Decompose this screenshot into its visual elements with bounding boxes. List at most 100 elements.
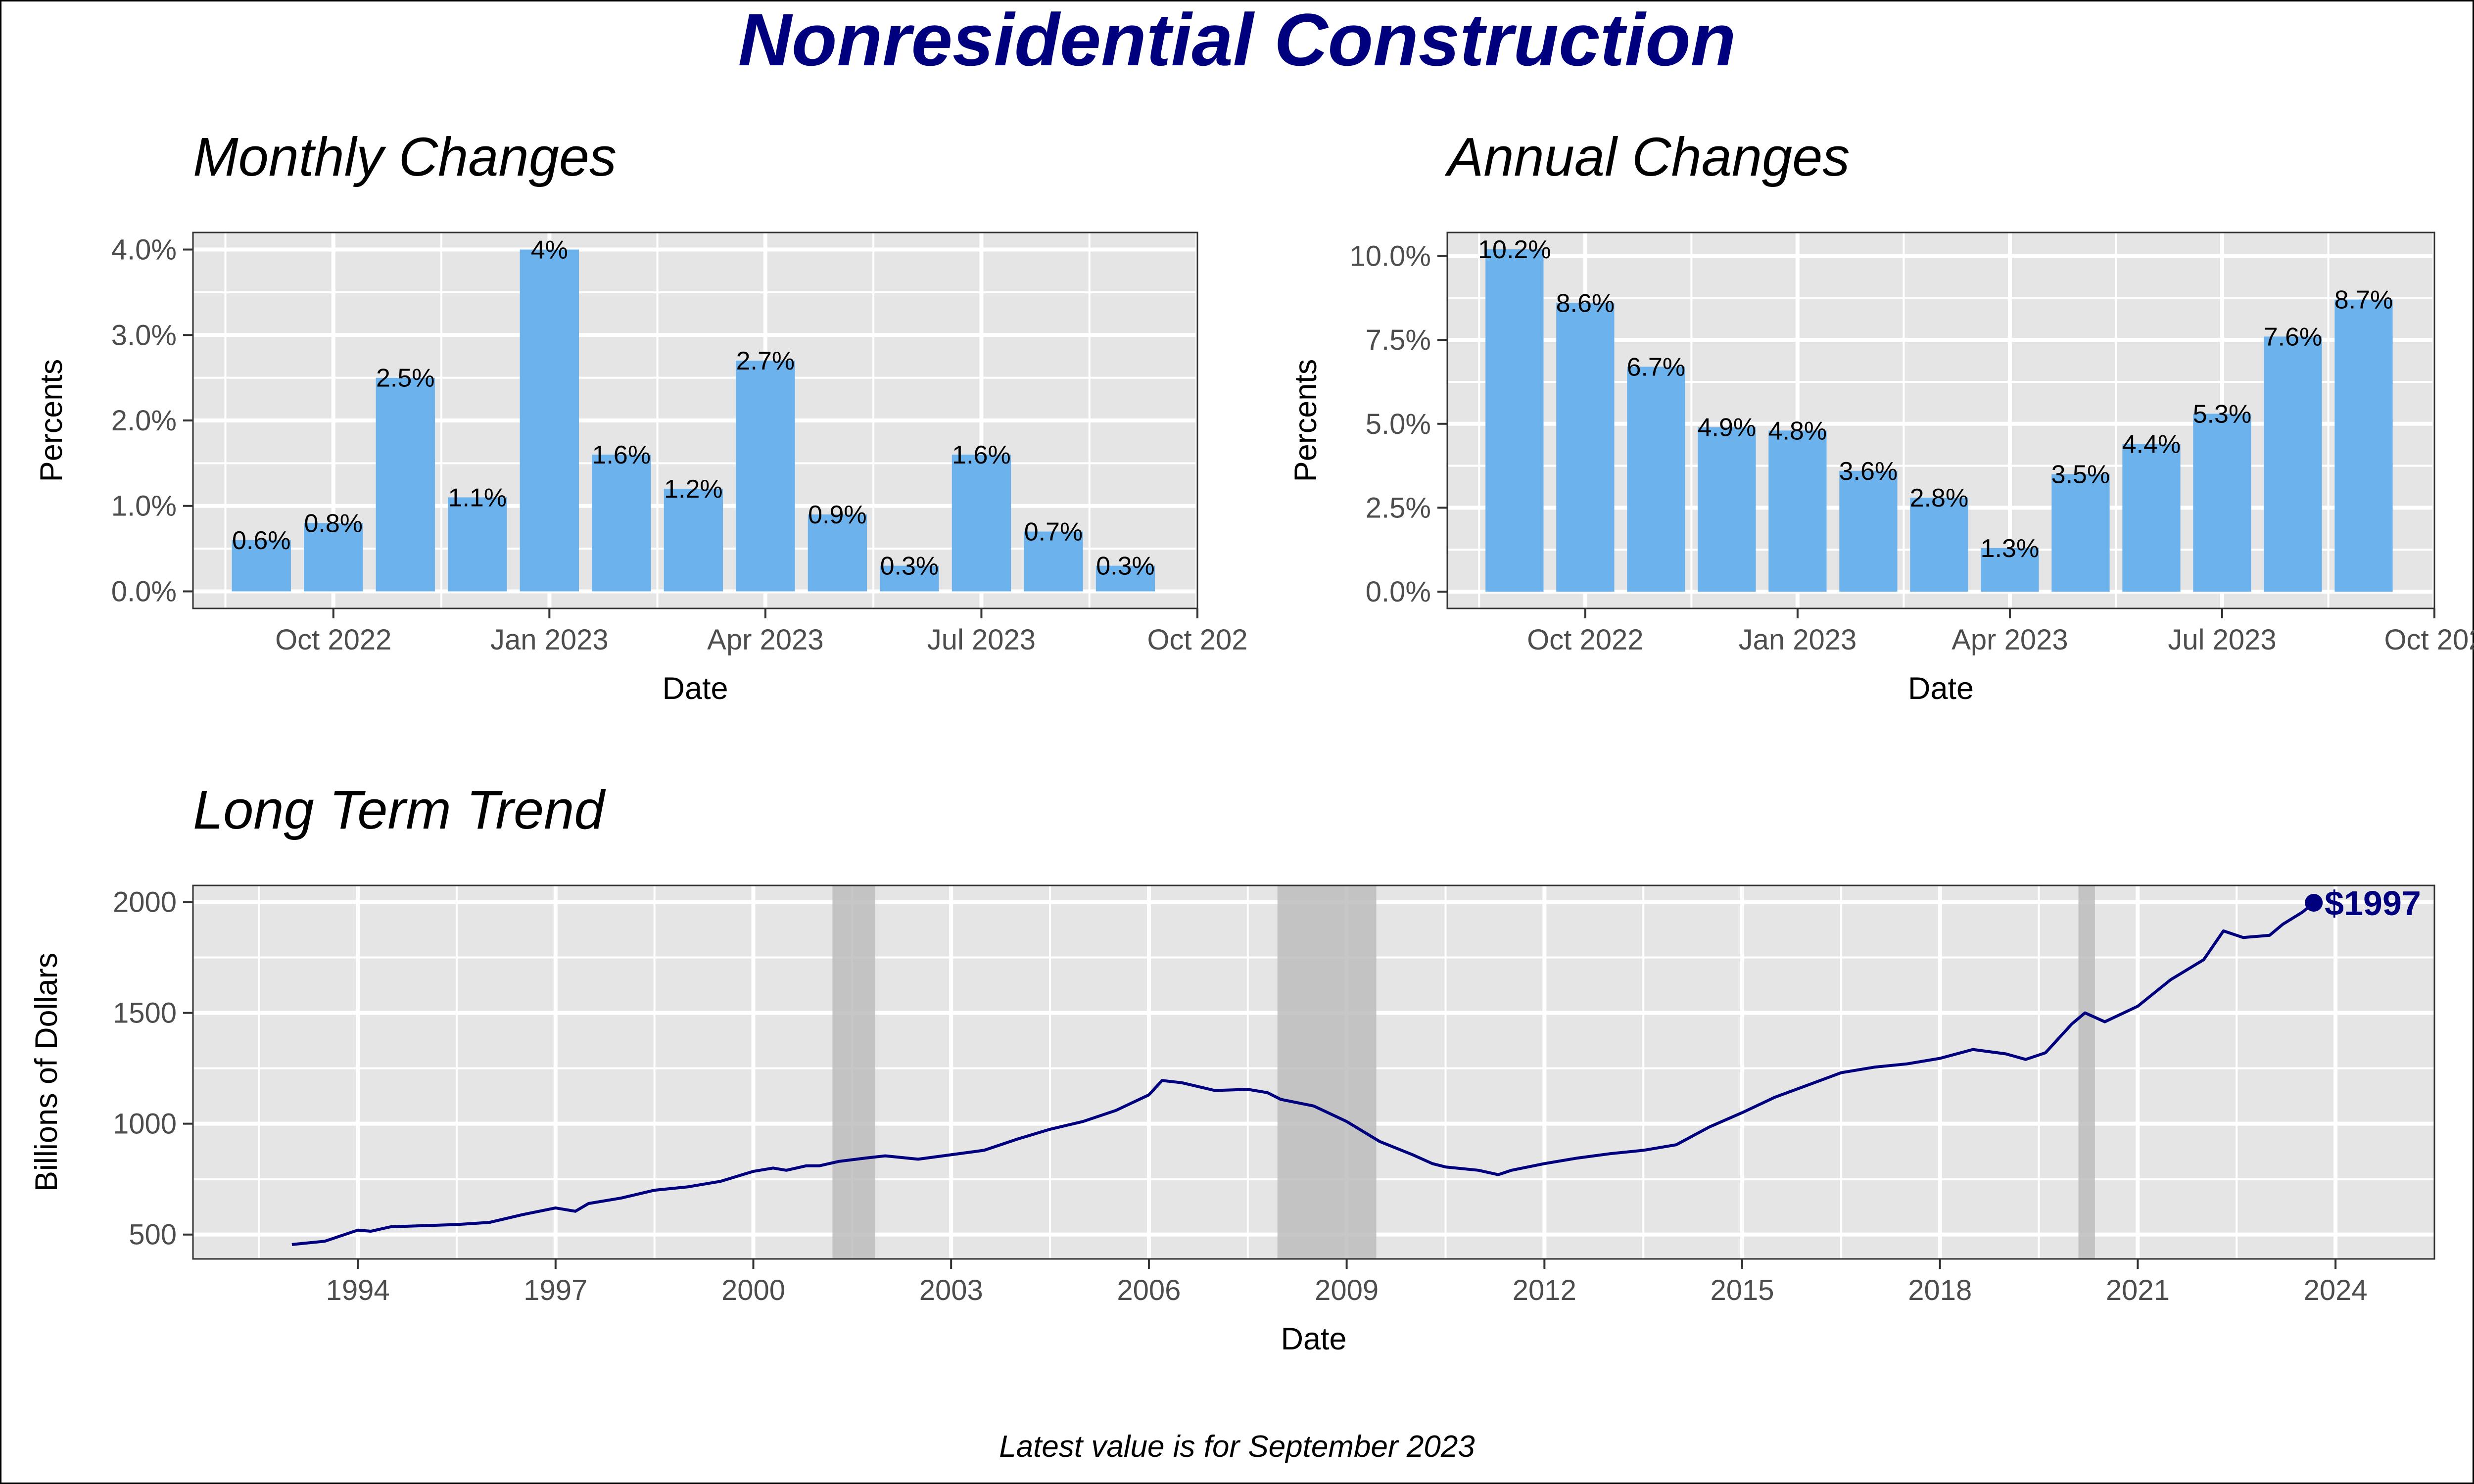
bar bbox=[880, 565, 939, 592]
bar-data-label: 1.2% bbox=[664, 475, 723, 504]
x-tick-label: Oct 2022 bbox=[275, 624, 391, 656]
bar bbox=[232, 540, 291, 592]
bar bbox=[2122, 444, 2181, 592]
y-tick-label: 2.5% bbox=[1366, 492, 1431, 524]
x-axis-label: Date bbox=[1908, 671, 1974, 706]
bar-data-label: 1.1% bbox=[448, 483, 507, 512]
y-tick-label: 1000 bbox=[113, 1108, 177, 1140]
y-tick-label: 5.0% bbox=[1366, 408, 1431, 440]
bar-data-label: 0.7% bbox=[1024, 518, 1083, 547]
bar-data-label: 2.5% bbox=[376, 364, 435, 393]
bar bbox=[1095, 565, 1155, 592]
bar-data-label: 1.3% bbox=[1981, 534, 2040, 563]
x-tick-label: Jul 2023 bbox=[2168, 624, 2276, 656]
bar-data-label: 10.2% bbox=[1478, 235, 1551, 264]
bar bbox=[448, 497, 507, 592]
latest-value-point bbox=[2305, 893, 2323, 912]
y-tick-label: 7.5% bbox=[1366, 324, 1431, 356]
bar bbox=[2264, 336, 2322, 592]
bar bbox=[376, 377, 435, 592]
x-tick-label: 2024 bbox=[2304, 1274, 2368, 1306]
x-tick-label: 2000 bbox=[721, 1274, 785, 1306]
recession-band bbox=[1277, 885, 1377, 1259]
bar bbox=[2193, 414, 2251, 592]
long-term-trend-chart: $1997 500 1000 1500 2000 1994 1997 2000 2003 2006… bbox=[29, 780, 2435, 1356]
bar bbox=[2334, 299, 2393, 592]
main-title: Nonresidential Construction bbox=[738, 0, 1736, 81]
bar bbox=[1839, 470, 1898, 592]
x-tick-label: 2006 bbox=[1117, 1274, 1181, 1306]
x-tick-label: Apr 2023 bbox=[1951, 624, 2068, 656]
x-tick-label: 2015 bbox=[1711, 1274, 1774, 1306]
y-axis-label: Billions of Dollars bbox=[29, 953, 64, 1192]
bar-data-label: 2.7% bbox=[736, 347, 795, 375]
y-tick-label: 0.0% bbox=[1366, 576, 1431, 608]
bar-data-label: 0.6% bbox=[232, 526, 291, 555]
bar-data-label: 6.7% bbox=[1627, 353, 1686, 381]
x-tick-label: Jan 2023 bbox=[490, 624, 609, 656]
chart-subtitle: Annual Changes bbox=[1444, 127, 1850, 187]
y-tick-label: 2000 bbox=[113, 886, 177, 919]
bar-data-label: 8.6% bbox=[1556, 289, 1615, 318]
bar bbox=[304, 523, 363, 592]
bar-data-label: 7.6% bbox=[2264, 323, 2323, 351]
x-axis-label: Date bbox=[1281, 1322, 1346, 1356]
bar bbox=[1698, 427, 1756, 592]
bar-data-label: 0.8% bbox=[304, 509, 363, 538]
bar-data-label: 4.8% bbox=[1768, 417, 1827, 445]
x-tick-label: 2003 bbox=[919, 1274, 983, 1306]
bar bbox=[1556, 303, 1615, 592]
bar bbox=[664, 489, 723, 592]
bar bbox=[1768, 430, 1827, 592]
y-tick-label: 2.0% bbox=[111, 405, 177, 437]
bar bbox=[952, 455, 1011, 592]
bar-data-label: 3.6% bbox=[1839, 457, 1898, 486]
chart-subtitle: Long Term Trend bbox=[193, 780, 606, 840]
bar bbox=[1024, 531, 1083, 592]
x-tick-label: Apr 2023 bbox=[707, 624, 823, 656]
x-tick-label: 1994 bbox=[326, 1274, 390, 1306]
y-tick-label: 1500 bbox=[113, 997, 177, 1029]
bar-data-label: 3.5% bbox=[2051, 461, 2110, 489]
x-tick-label: 2021 bbox=[2106, 1274, 2170, 1306]
y-tick-label: 3.0% bbox=[111, 319, 177, 351]
bar bbox=[1627, 367, 1685, 592]
bar-data-label: 0.9% bbox=[808, 501, 867, 529]
bar bbox=[1981, 548, 2039, 592]
bar-data-label: 4.4% bbox=[2122, 430, 2181, 459]
y-tick-label: 0.0% bbox=[111, 575, 177, 607]
y-tick-label: 4.0% bbox=[111, 234, 177, 266]
bar-data-label: 0.3% bbox=[1096, 552, 1155, 581]
x-tick-label: 2009 bbox=[1315, 1274, 1379, 1306]
annual-changes-chart: 10.2%8.6% 6.7% 4.9% 4.8% 3.6% 2.8% 1.3% 3.5% 4.4… bbox=[1288, 127, 2474, 706]
bar-data-label: 2.8% bbox=[1910, 484, 1969, 512]
bar-data-label: 1.6% bbox=[952, 441, 1011, 469]
x-axis-label: Date bbox=[662, 671, 728, 706]
bar bbox=[1485, 249, 1544, 592]
y-axis-label: Percents bbox=[34, 359, 69, 482]
x-tick-label: 2012 bbox=[1513, 1274, 1576, 1306]
y-tick-label: 10.0% bbox=[1350, 240, 1431, 273]
x-tick-label: Jan 2023 bbox=[1739, 624, 1857, 656]
monthly-changes-chart: 0.6% 0.8% 2.5% 1.1% 4% 1.6% 1.2% 2.7% 0.9% 0.3% 1.… bbox=[34, 127, 1248, 706]
bar-data-label: 4.9% bbox=[1698, 414, 1757, 442]
bar bbox=[2051, 474, 2110, 592]
chart-subtitle: Monthly Changes bbox=[193, 127, 617, 187]
footnote: Latest value is for September 2023 bbox=[999, 1430, 1475, 1464]
bar bbox=[736, 361, 795, 592]
trend-line bbox=[291, 901, 2315, 1246]
x-tick-label: Jul 2023 bbox=[927, 624, 1036, 656]
bar-data-label: 5.3% bbox=[2193, 400, 2252, 428]
bar bbox=[520, 249, 579, 592]
bar bbox=[592, 455, 651, 592]
bar bbox=[808, 514, 867, 592]
latest-value-label: $1997 bbox=[2325, 884, 2421, 923]
x-tick-label: 2018 bbox=[1908, 1274, 1972, 1306]
x-tick-label: Oct 202 bbox=[2384, 624, 2474, 656]
bar-data-label: 0.3% bbox=[880, 552, 939, 581]
plot-border bbox=[1446, 232, 2435, 609]
bar-data-label: 8.7% bbox=[2334, 286, 2393, 315]
